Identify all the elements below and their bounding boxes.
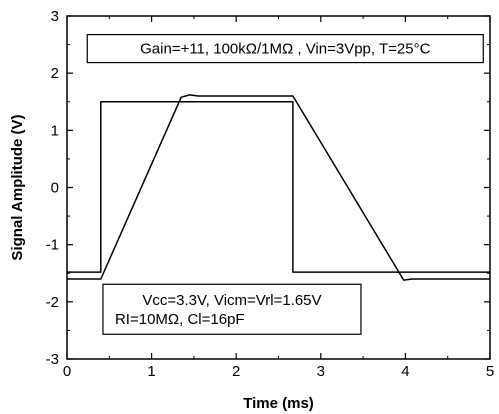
y-tick-label: 1	[51, 122, 59, 139]
x-axis-label: Time (ms)	[243, 395, 314, 412]
annotation-1: Gain=+11, 100kΩ/1MΩ , Vin=3Vpp, T=25°C	[86, 33, 484, 64]
x-tick-label: 1	[147, 363, 155, 380]
annotation-text: Gain=+11, 100kΩ/1MΩ , Vin=3Vpp, T=25°C	[140, 41, 430, 58]
y-tick-label: 0	[51, 180, 59, 197]
y-tick-label: -3	[46, 351, 59, 368]
x-tick-label: 0	[63, 363, 71, 380]
y-tick-label: -2	[46, 294, 59, 311]
annotation-box	[86, 33, 484, 64]
series-line-1	[67, 101, 490, 273]
y-tick-label: 2	[51, 65, 59, 82]
x-tick-label: 5	[486, 363, 494, 380]
y-tick-label: 3	[51, 8, 59, 25]
annotation-2: Vcc=3.3V, Vicm=Vrl=1.65V RI=10MΩ, Cl=16pF	[102, 283, 362, 335]
annotation-text: Vcc=3.3V, Vicm=Vrl=1.65V	[142, 292, 321, 309]
x-tick-label: 2	[232, 363, 240, 380]
x-tick-label: 3	[317, 363, 325, 380]
y-tick-label: -1	[46, 237, 59, 254]
annotation-text: RI=10MΩ, Cl=16pF	[115, 311, 245, 328]
x-tick-label: 4	[401, 363, 409, 380]
annotation-box	[102, 283, 362, 335]
series-line-2	[67, 94, 490, 281]
y-axis-label: Signal Amplitude (V)	[9, 114, 26, 260]
